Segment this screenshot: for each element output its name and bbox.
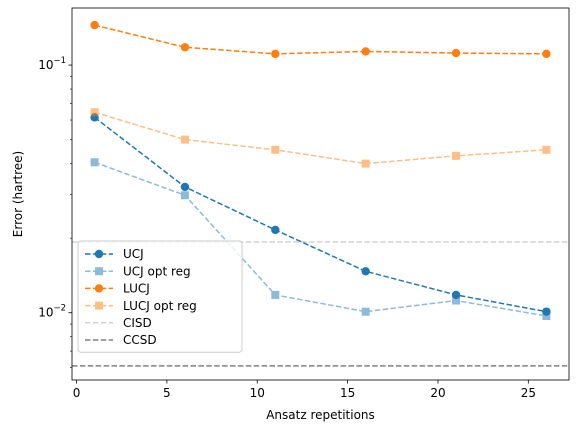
legend-label: CISD [123, 316, 152, 330]
data-point-ucj [180, 182, 190, 192]
data-point-ucj-opt-reg [180, 191, 189, 200]
data-point-lucj [361, 47, 370, 56]
y-tick-label: 10−1 [38, 56, 66, 72]
data-point-ucj [271, 225, 280, 235]
legend-label: UCJ [123, 247, 144, 261]
data-point-lucj [180, 43, 190, 52]
data-point-lucj-opt-reg [90, 108, 99, 117]
legend-entry-ucj-opt-reg: UCJ opt reg [85, 264, 191, 278]
data-point-lucj [542, 49, 551, 59]
series-lucj-opt-reg [90, 108, 551, 168]
legend-swatch-lucj-opt-reg [85, 301, 113, 310]
legend-box [77, 240, 243, 353]
y-tick-label: 10−2 [38, 304, 66, 320]
x-tick-label: 25 [521, 386, 536, 400]
data-point-lucj-opt-reg [361, 159, 370, 168]
series-line-ucj-opt-reg [94, 161, 547, 317]
data-point-lucj-opt-reg [452, 151, 461, 160]
legend-swatch-ucj-opt-reg [85, 267, 113, 276]
x-tick-label: 0 [73, 386, 81, 400]
data-point-ucj-opt-reg [271, 290, 280, 299]
axes: 0 5 10 15 20 25 10−2 10−1 [38, 7, 570, 400]
legend-entry-lucj: LUCJ [85, 282, 150, 296]
legend-label: LUCJ opt reg [123, 299, 197, 313]
data-point-lucj-opt-reg [542, 145, 551, 154]
x-tick-label: 20 [430, 386, 445, 400]
data-point-ucj [361, 267, 370, 276]
legend-label: UCJ opt reg [123, 264, 191, 278]
legend-swatch-lucj [85, 284, 113, 293]
x-tick-label: 5 [163, 386, 171, 400]
series-layer [90, 20, 551, 321]
data-point-ucj-opt-reg [90, 158, 99, 167]
legend-swatch-ucj [85, 249, 113, 259]
data-point-lucj [271, 49, 280, 59]
y-axis-label: Error (hartree) [11, 151, 25, 237]
series-line-lucj [94, 24, 547, 55]
legend-label: CCSD [123, 333, 157, 347]
x-tick-label: 10 [250, 386, 265, 400]
data-point-lucj-opt-reg [180, 135, 189, 144]
plot-frame [71, 7, 570, 381]
data-point-ucj-opt-reg [361, 307, 370, 316]
legend: UCJ UCJ opt reg LUCJ LUCJ opt reg CISD CCSD [77, 240, 243, 353]
x-axis-label: Ansatz repetitions [266, 408, 375, 422]
data-point-ucj-opt-reg [542, 312, 551, 321]
data-point-lucj [451, 48, 461, 58]
series-ucj-opt-reg [90, 158, 551, 321]
series-lucj [90, 20, 551, 59]
legend-entry-ccsd: CCSD [85, 333, 157, 347]
x-tick-label: 15 [340, 386, 355, 400]
series-line-ucj [94, 116, 547, 313]
data-point-ucj-opt-reg [452, 296, 461, 305]
legend-entry-cisd: CISD [85, 316, 152, 330]
legend-label: LUCJ [123, 282, 150, 296]
legend-entry-lucj-opt-reg: LUCJ opt reg [85, 299, 197, 313]
series-line-lucj-opt-reg [94, 111, 547, 165]
data-point-lucj [90, 20, 99, 30]
legend-entry-ucj: UCJ [85, 247, 144, 261]
data-point-lucj-opt-reg [271, 145, 280, 154]
